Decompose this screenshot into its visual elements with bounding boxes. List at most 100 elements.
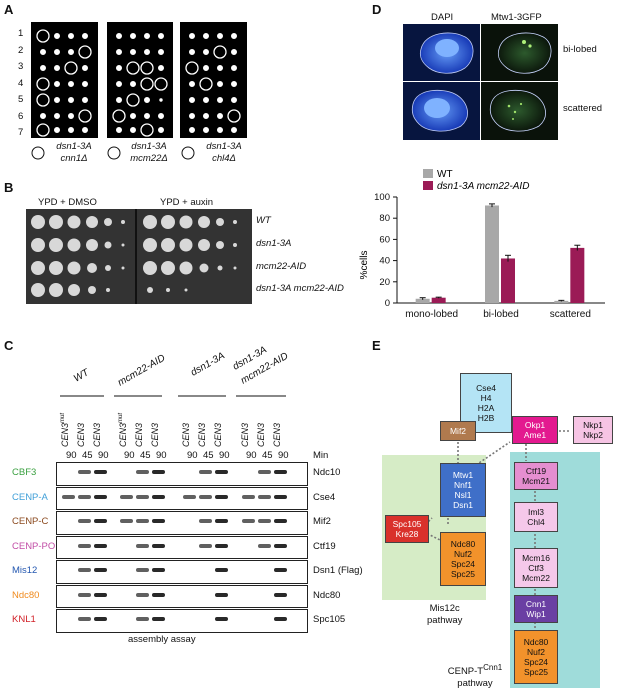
node-line: Nuf2 [454,549,472,559]
y-tick-label: 100 [374,192,390,203]
blot-band [78,592,91,597]
blot-band [152,592,165,597]
node-line: Chl4 [527,517,545,527]
node-line: Spc105 [392,519,422,529]
blot-row-left-label: CENP-PO [12,540,56,552]
strain-dsn1: dsn1-3A [256,238,292,249]
node-line: Nsl1 [454,490,472,500]
blot-band [94,494,107,499]
node-line: Nkp2 [583,430,603,440]
node-line: Mcm22 [522,573,550,583]
blot-band [152,568,165,572]
bar [570,247,585,303]
blot-band [136,519,149,523]
blot-band [152,494,165,499]
blot-band [152,519,165,523]
category-label: mono-lobed [405,309,458,320]
blot-band [78,543,91,548]
node-line: Ndc80 [450,539,476,549]
condition-dmso: YPD + DMSO [38,197,97,208]
panel-a-label: A [4,2,14,17]
node-ctf19: Ctf19 Mcm21 [514,462,558,490]
y-tick-label: 40 [379,256,390,267]
legend-line: chl4Δ [212,153,236,164]
node-line: Mcm16 [522,553,550,563]
legend-swatch [423,181,433,190]
mis12c-pathway-label: Mis12c pathway [427,603,462,627]
blot-band [78,617,91,621]
node-nkp1: Nkp1 Nkp2 [573,416,613,444]
node-line: Nkp1 [583,420,603,430]
time-label: 45 [203,450,214,461]
blot-band [136,568,149,572]
blot-row-left-label: CBF3 [12,467,37,478]
node-line: Cse4 [476,383,496,393]
group-mcm22: mcm22-AID [116,353,167,389]
y-tick-label: 60 [379,234,390,245]
blot-band [120,494,133,499]
node-mtw1: Mtw1 Nnf1 Nsl1 Dsn1 [440,463,486,517]
blot-lane-headers: WT mcm22-AID dsn1-3A dsn1-3A mcm22-AID [60,344,290,397]
blot-row-left-label: CENP-C [12,516,49,527]
lane-label: CEN3 [134,423,144,447]
blot-row-left-label: Ndc80 [12,589,40,601]
legend-line: mcm22Δ [130,153,168,164]
legend-swatch [423,169,433,178]
lane-label: CEN3 [213,423,223,447]
bar [554,300,569,303]
node-mcm16: Mcm16 Ctf3 Mcm22 [514,548,558,588]
node-line: Ame1 [523,430,547,440]
blot-row-left-label: CENP-A [12,491,48,503]
time-label: 90 [246,450,257,461]
lane-label: CEN3 [76,423,86,447]
node-ndc80-mis12: Ndc80 Nuf2 Spc24 Spc25 [440,532,486,586]
panel-b-label: B [4,180,14,195]
assay-footer: assembly assay [128,634,196,645]
spot-assay-plates [26,209,252,304]
row-number: 3 [18,61,24,72]
panel-a-row-numbers: 1 2 3 4 5 6 7 [18,26,23,142]
panel-c-label: C [4,338,14,353]
node-line: Ctf19 [525,466,547,476]
panel-e-label: E [372,338,381,353]
node-line: Nnf1 [454,480,472,490]
legend-line: dsn1-3A [131,141,167,152]
node-line: Nuf2 [527,647,545,657]
blot-row-right-label: Ctf19 [313,540,336,552]
blot-band [152,470,165,474]
legend-chl4: dsn1-3A chl4Δ [198,141,250,165]
row-number: 4 [18,77,24,89]
time-label: 90 [278,450,289,461]
node-line: H2B [477,413,495,423]
lane-label: CEN3 [272,423,282,447]
blot-row-right-label: Dsn1 (Flag) [313,565,363,576]
blot-band [152,617,165,621]
min-label: Min [313,450,329,461]
blot-band [215,543,228,548]
lane-label: CEN3 [197,423,207,447]
strain-wt: WT [256,215,271,226]
blot-band [94,470,107,474]
time-label: 45 [262,450,273,461]
blot-band [136,592,149,597]
blot-band [215,470,228,474]
blot-band [78,494,91,499]
legend-mcm22: dsn1-3A mcm22Δ [123,141,175,165]
legend-label: WT [437,169,453,180]
blot-strip [56,609,308,633]
blot-band [78,470,91,474]
blot-band [136,470,149,474]
lane-label: CEN3 [150,423,160,447]
bar [431,297,446,303]
time-label: 90 [98,450,109,461]
blot-band [62,494,75,499]
lane-label: CEN3 [240,423,250,447]
condition-auxin: YPD + auxin [160,197,214,208]
blot-band [274,592,287,597]
blot-band [152,543,165,548]
blot-band [94,617,107,621]
row-number: 5 [18,94,24,105]
bar [485,205,499,303]
blot-strip [56,511,308,535]
blot-band [215,592,228,597]
